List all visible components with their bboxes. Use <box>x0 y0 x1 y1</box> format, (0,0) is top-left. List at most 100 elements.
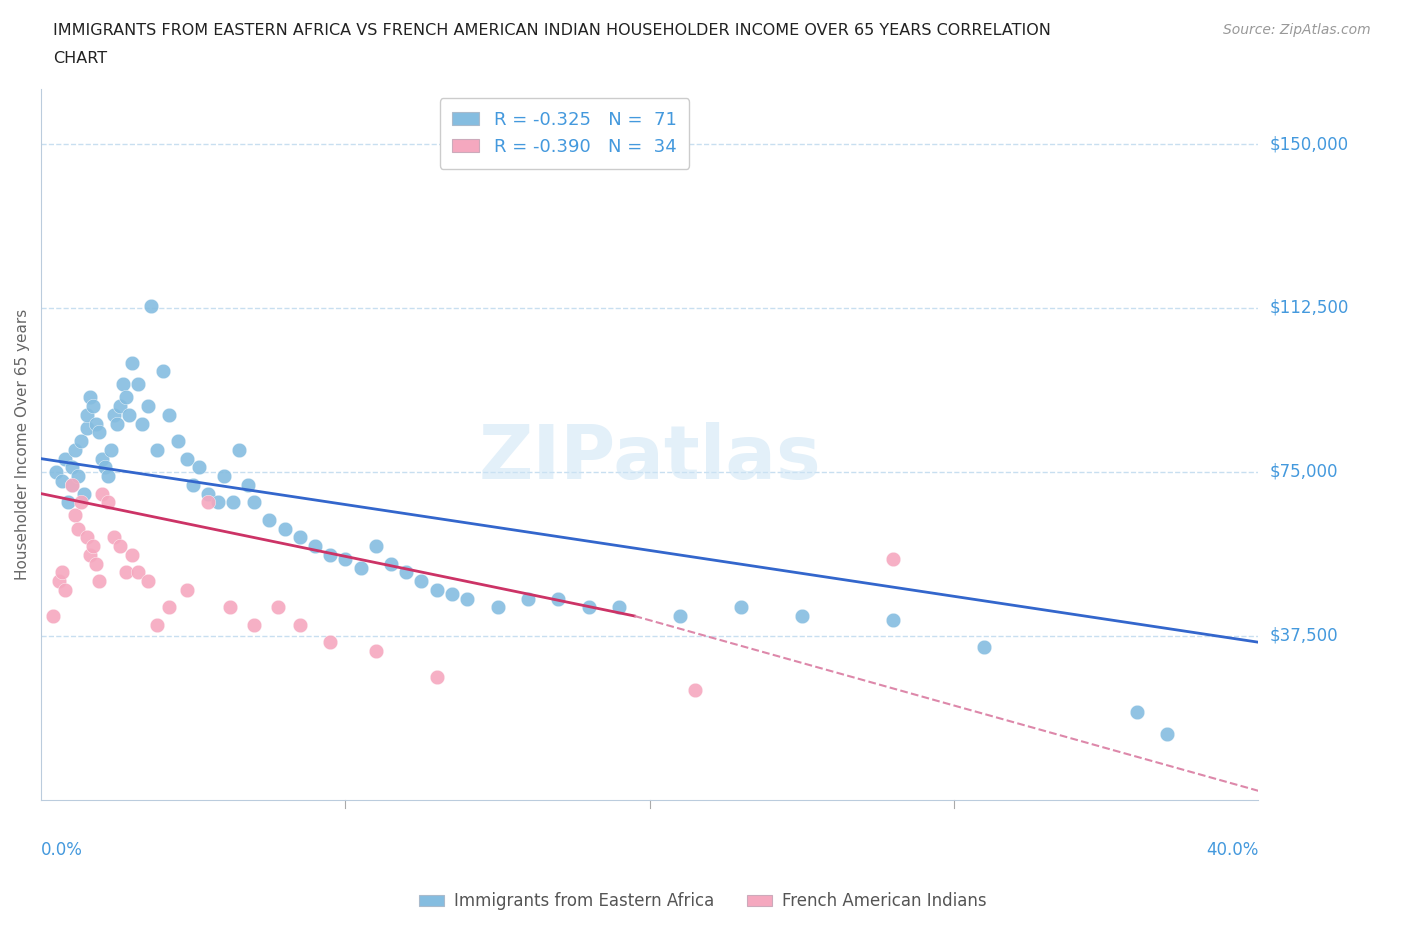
Point <box>51 565 73 579</box>
Point <box>145 443 167 458</box>
Point <box>288 618 311 632</box>
Point <box>267 600 290 615</box>
Point <box>60 477 83 492</box>
Point <box>288 530 311 545</box>
Text: $112,500: $112,500 <box>1270 299 1348 317</box>
Point <box>66 521 89 536</box>
Point <box>103 407 125 422</box>
Point <box>319 635 342 650</box>
Point <box>127 377 149 392</box>
Point <box>426 670 449 684</box>
Point <box>319 548 342 563</box>
Point <box>112 377 135 392</box>
Legend: R = -0.325   N =  71, R = -0.390   N =  34: R = -0.325 N = 71, R = -0.390 N = 34 <box>440 99 689 168</box>
Point <box>82 399 104 414</box>
Point <box>607 600 630 615</box>
Point <box>790 608 813 623</box>
Point <box>136 399 159 414</box>
Point <box>79 548 101 563</box>
Point <box>578 600 600 615</box>
Point <box>73 486 96 501</box>
Point <box>181 477 204 492</box>
Point <box>100 443 122 458</box>
Point <box>228 443 250 458</box>
Point <box>55 451 77 466</box>
Point <box>243 618 266 632</box>
Point <box>66 469 89 484</box>
Point <box>69 495 91 510</box>
Text: CHART: CHART <box>53 51 107 66</box>
Point <box>69 433 91 448</box>
Point <box>157 600 180 615</box>
Point <box>411 574 433 589</box>
Point <box>218 600 240 615</box>
Point <box>127 565 149 579</box>
Point <box>110 399 132 414</box>
Point <box>121 355 143 370</box>
Y-axis label: Householder Income Over 65 years: Householder Income Over 65 years <box>15 309 30 580</box>
Point <box>380 556 402 571</box>
Point <box>76 530 98 545</box>
Point <box>110 538 132 553</box>
Point <box>139 299 162 313</box>
Point <box>349 561 371 576</box>
Point <box>97 469 120 484</box>
Point <box>103 530 125 545</box>
Point <box>304 538 326 553</box>
Point <box>176 582 198 597</box>
Point <box>42 608 65 623</box>
Point <box>882 551 904 566</box>
Point <box>91 451 114 466</box>
Point <box>212 469 235 484</box>
Point <box>882 613 904 628</box>
Point <box>243 495 266 510</box>
Point <box>55 582 77 597</box>
Text: $75,000: $75,000 <box>1270 463 1339 481</box>
Point <box>669 608 692 623</box>
Point <box>84 556 107 571</box>
Point <box>63 443 86 458</box>
Point <box>273 521 295 536</box>
Point <box>395 565 418 579</box>
Point <box>176 451 198 466</box>
Point <box>63 508 86 523</box>
Point <box>76 407 98 422</box>
Point <box>167 433 190 448</box>
Point <box>973 639 995 654</box>
Point <box>426 582 449 597</box>
Point <box>97 495 120 510</box>
Point <box>58 495 80 510</box>
Point <box>335 551 357 566</box>
Point <box>1156 726 1178 741</box>
Text: 40.0%: 40.0% <box>1206 842 1258 859</box>
Point <box>685 683 707 698</box>
Text: IMMIGRANTS FROM EASTERN AFRICA VS FRENCH AMERICAN INDIAN HOUSEHOLDER INCOME OVER: IMMIGRANTS FROM EASTERN AFRICA VS FRENCH… <box>53 23 1052 38</box>
Point <box>547 591 569 606</box>
Point <box>45 464 67 479</box>
Point <box>84 417 107 432</box>
Point <box>82 538 104 553</box>
Point <box>222 495 245 510</box>
Text: ZIPatlas: ZIPatlas <box>478 422 821 495</box>
Point <box>115 390 138 405</box>
Point <box>79 390 101 405</box>
Point <box>51 473 73 488</box>
Text: $37,500: $37,500 <box>1270 627 1339 644</box>
Point <box>188 460 211 475</box>
Point <box>1125 705 1147 720</box>
Point <box>440 587 463 602</box>
Point <box>152 364 174 379</box>
Point <box>115 565 138 579</box>
Point <box>517 591 540 606</box>
Point <box>157 407 180 422</box>
Point <box>730 600 752 615</box>
Point <box>60 477 83 492</box>
Text: Source: ZipAtlas.com: Source: ZipAtlas.com <box>1223 23 1371 37</box>
Point <box>91 486 114 501</box>
Point <box>94 460 117 475</box>
Point <box>87 425 110 440</box>
Legend: Immigrants from Eastern Africa, French American Indians: Immigrants from Eastern Africa, French A… <box>412 885 994 917</box>
Point <box>364 644 387 658</box>
Point <box>197 486 219 501</box>
Point <box>87 574 110 589</box>
